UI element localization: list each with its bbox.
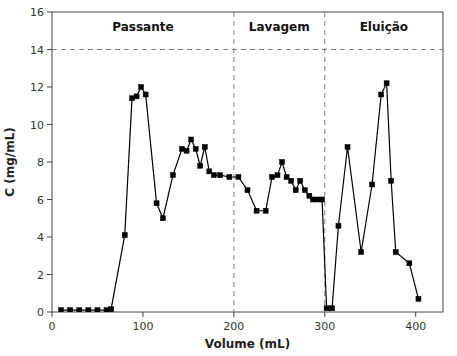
chart: 0 100 200 300 400 0 2 4 6 8 10 12 14 16 Volume (mL) C (… [0,0,457,356]
data-point [389,178,394,183]
y-tick-label: 2 [37,269,44,282]
x-tick [415,312,416,317]
y-tick-label: 16 [30,6,44,19]
data-point [143,92,148,97]
data-point [139,85,144,90]
y-tick-label: 12 [30,81,44,94]
data-point [95,308,100,312]
data-point [104,308,109,312]
data-point [298,178,303,183]
data-point [170,173,175,178]
data-point [211,173,216,178]
data-point [324,306,329,311]
y-axis-label: C (mg/mL) [3,127,17,197]
data-point [130,96,135,101]
data-point [330,306,335,311]
data-point [59,308,64,312]
data-point [218,173,223,178]
data-point [345,145,350,150]
y-tick-label: 14 [30,44,44,57]
data-point [207,169,212,174]
x-tick [324,312,325,317]
data-point [154,201,159,206]
data-point [134,94,139,99]
plot-area [52,12,443,312]
data-point [184,148,189,153]
data-point [202,145,207,150]
y-tick-label: 6 [37,194,44,207]
y-tick [47,274,52,275]
data-point [379,92,384,97]
data-point [236,175,241,180]
data-point [109,307,114,312]
data-point [293,188,298,193]
data-point [193,146,198,151]
y-tick [47,162,52,163]
section-label: Lavagem [249,20,310,34]
data-point [407,261,412,266]
data-point [280,160,285,165]
data-point [284,175,289,180]
x-axis-label: Volume (mL) [205,337,290,351]
data-point [270,175,275,180]
y-tick [47,49,52,50]
horizontal-reference-line [52,49,443,50]
data-point [86,308,91,312]
y-tick-label: 8 [37,156,44,169]
data-point [310,197,315,202]
data-point [122,233,127,238]
data-point [384,81,389,86]
data-point [320,197,325,202]
data-point [245,188,250,193]
y-tick [47,199,52,200]
data-point [263,208,268,213]
data-point [160,216,165,221]
data-point [275,173,280,178]
plot-frame [52,12,443,312]
y-tick [47,312,52,313]
y-tick [47,87,52,88]
x-tick [233,312,234,317]
y-tick-label: 10 [30,119,44,132]
data-point [393,250,398,255]
y-tick [47,237,52,238]
vertical-reference-line [233,12,234,312]
data-point [370,182,375,187]
y-tick [47,12,52,13]
data-point [289,178,294,183]
data-point [227,175,232,180]
section-label: Eluição [360,20,408,34]
data-point [77,308,82,312]
x-tick [142,312,143,317]
data-point [359,250,364,255]
x-tick-label: 0 [49,320,56,333]
x-tick-label: 200 [223,320,244,333]
x-tick-label: 300 [314,320,335,333]
x-tick-label: 400 [405,320,426,333]
data-point [189,137,194,142]
data-point [302,188,307,193]
y-tick-label: 0 [37,306,44,319]
data-point [198,163,203,168]
x-tick [52,312,53,317]
data-point [254,208,259,213]
data-point [180,146,185,151]
y-tick [47,124,52,125]
data-point [68,308,73,312]
section-label: Passante [112,20,173,34]
x-tick-label: 100 [132,320,153,333]
data-point [416,296,421,301]
data-line [61,83,418,310]
data-point [336,223,341,228]
data-point [315,197,320,202]
y-tick-label: 4 [37,231,44,244]
